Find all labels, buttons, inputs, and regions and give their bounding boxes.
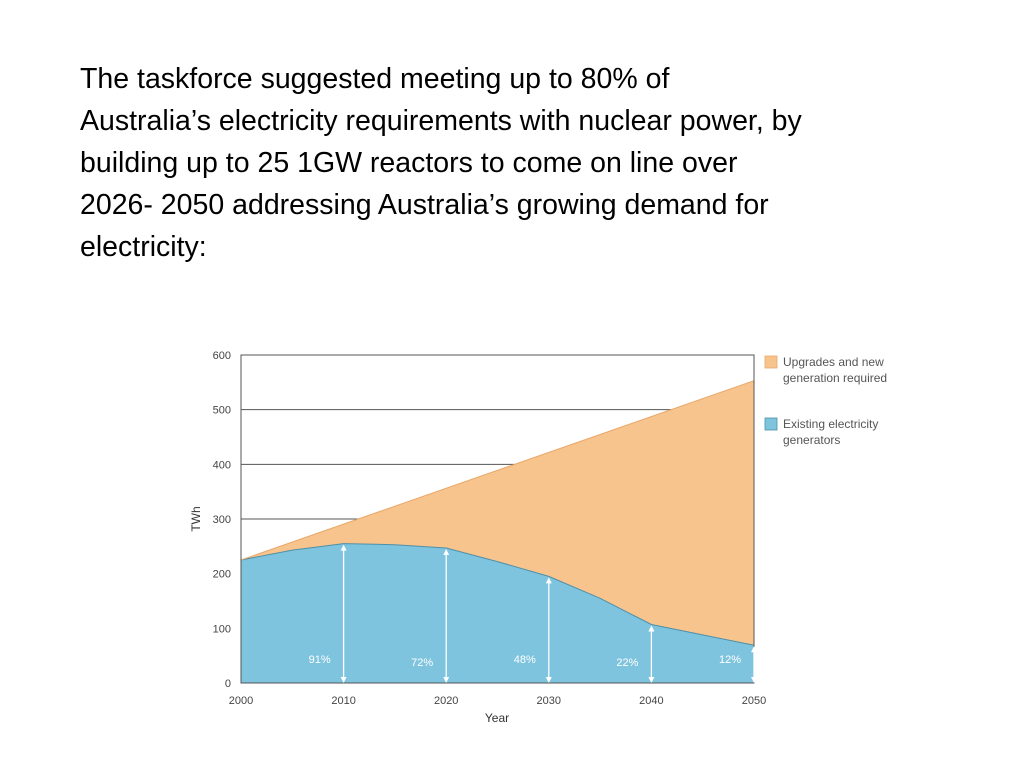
tick-labels: 0 100 200 300 400 500 600 2000 2010 2020 2030 2040 2…	[213, 350, 767, 707]
share-arrowhead-bottom-2010	[340, 677, 347, 683]
x-tick-2050: 2050	[742, 695, 766, 707]
share-label-2010: 91%	[309, 654, 331, 666]
intro-line-1: The taskforce suggested meeting up to 80…	[80, 63, 670, 95]
legend-swatch-1	[764, 355, 778, 369]
x-tick-2040: 2040	[639, 695, 663, 707]
intro-paragraph: The taskforce suggested meeting up to 80…	[80, 58, 960, 268]
y-tick-500: 500	[213, 405, 231, 417]
intro-line-3: building up to 25 1GW reactors to come o…	[80, 147, 738, 179]
share-arrowhead-bottom-2030	[545, 677, 552, 683]
legend-swatch-2	[764, 417, 778, 431]
plot-border	[240, 354, 755, 684]
plot-frame	[240, 354, 755, 684]
legend: Upgrades and new generation required Exist…	[764, 355, 887, 447]
y-tick-0: 0	[225, 678, 231, 690]
intro-line-5: electricity:	[80, 231, 207, 263]
share-label-2040: 22%	[616, 657, 638, 669]
x-axis-label: Year	[485, 711, 509, 725]
legend-label-2: Existing electricity generators	[783, 417, 878, 447]
y-tick-400: 400	[213, 459, 231, 471]
upgrades-line	[240, 380, 755, 561]
y-tick-600: 600	[213, 350, 231, 362]
share-arrowhead-bottom-2050	[751, 677, 757, 683]
share-arrowhead-top-2050	[751, 646, 757, 653]
share-label-2050: 12%	[719, 654, 741, 666]
y-tick-100: 100	[213, 623, 231, 635]
share-arrowhead-top-2040	[648, 625, 655, 632]
existing-line	[240, 543, 755, 646]
intro-line-4: 2026- 2050 addressing Australia’s growin…	[80, 189, 769, 221]
areas	[240, 380, 755, 683]
share-arrowhead-top-2020	[443, 548, 450, 555]
share-label-2030: 48%	[514, 654, 536, 666]
intro-line-2: Australia’s electricity requirements wit…	[80, 105, 802, 137]
annotations: 91% 72% 48% 22% 12%	[309, 544, 757, 683]
x-tick-2010: 2010	[331, 695, 355, 707]
share-label-2020: 72%	[411, 657, 433, 669]
share-arrowhead-bottom-2020	[443, 677, 450, 683]
share-arrowhead-top-2030	[545, 577, 552, 584]
existing-area	[241, 543, 754, 683]
x-tick-2000: 2000	[229, 695, 253, 707]
y-axis-label: TWh	[189, 506, 203, 531]
y-tick-300: 300	[213, 514, 231, 526]
share-arrowhead-bottom-2040	[648, 677, 655, 683]
y-tick-200: 200	[213, 569, 231, 581]
x-tick-2020: 2020	[434, 695, 458, 707]
legend-label-1: Upgrades and new generation required	[783, 355, 887, 385]
x-tick-2030: 2030	[537, 695, 561, 707]
share-arrowhead-top-2010	[340, 544, 347, 551]
